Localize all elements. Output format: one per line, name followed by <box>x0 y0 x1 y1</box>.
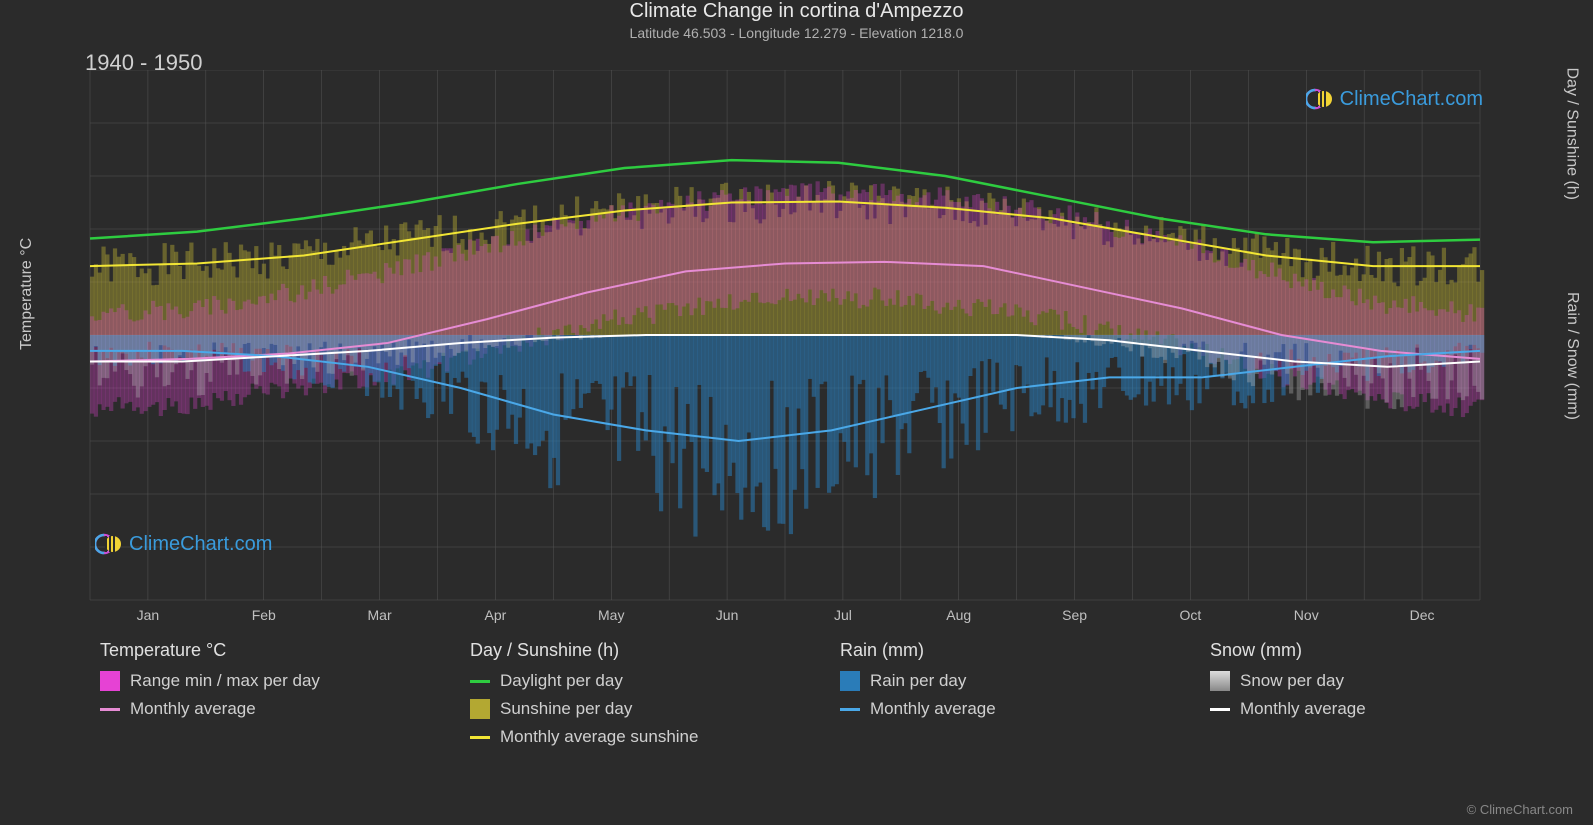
copyright: © ClimeChart.com <box>1467 802 1573 817</box>
legend-label: Daylight per day <box>500 671 623 691</box>
legend-item: Monthly average <box>840 699 1150 719</box>
legend-item: Range min / max per day <box>100 671 410 691</box>
svg-text:Jan: Jan <box>137 607 160 623</box>
legend-item: Monthly average sunshine <box>470 727 780 747</box>
svg-text:Jul: Jul <box>834 607 852 623</box>
legend-label: Range min / max per day <box>130 671 320 691</box>
chart-subtitle: Latitude 46.503 - Longitude 12.279 - Ele… <box>0 25 1593 41</box>
svg-text:Mar: Mar <box>368 607 392 623</box>
legend-col-day: Day / Sunshine (h) Daylight per day Suns… <box>470 640 780 755</box>
plot-area: -50-40-30-20-100102030405006121824102030… <box>80 70 1490 628</box>
chart-svg: -50-40-30-20-100102030405006121824102030… <box>80 70 1490 628</box>
swatch-icon <box>840 671 860 691</box>
legend-label: Rain per day <box>870 671 966 691</box>
swatch-line-icon <box>470 680 490 683</box>
svg-text:Apr: Apr <box>485 607 507 623</box>
swatch-line-icon <box>1210 708 1230 711</box>
y-right-bottom-axis-label: Rain / Snow (mm) <box>1563 292 1581 420</box>
climechart-logo-icon <box>1306 85 1334 113</box>
svg-text:Sep: Sep <box>1062 607 1087 623</box>
legend-label: Monthly average sunshine <box>500 727 698 747</box>
svg-text:Dec: Dec <box>1410 607 1435 623</box>
watermark-bottom: ClimeChart.com <box>95 530 272 558</box>
svg-text:May: May <box>598 607 624 623</box>
svg-text:Aug: Aug <box>946 607 971 623</box>
svg-text:Oct: Oct <box>1180 607 1202 623</box>
legend-item: Snow per day <box>1210 671 1520 691</box>
legend: Temperature °C Range min / max per day M… <box>100 640 1520 755</box>
swatch-line-icon <box>100 708 120 711</box>
legend-label: Snow per day <box>1240 671 1344 691</box>
watermark-text: ClimeChart.com <box>1340 88 1483 111</box>
legend-item: Monthly average <box>100 699 410 719</box>
legend-label: Sunshine per day <box>500 699 632 719</box>
y-left-axis-label: Temperature °C <box>18 238 36 350</box>
legend-title: Rain (mm) <box>840 640 1150 661</box>
legend-title: Temperature °C <box>100 640 410 661</box>
legend-item: Sunshine per day <box>470 699 780 719</box>
svg-text:Nov: Nov <box>1294 607 1319 623</box>
swatch-line-icon <box>840 708 860 711</box>
y-right-top-axis-label: Day / Sunshine (h) <box>1563 67 1581 200</box>
chart-title: Climate Change in cortina d'Ampezzo <box>0 0 1593 23</box>
climechart-logo-icon <box>95 530 123 558</box>
legend-label: Monthly average <box>870 699 996 719</box>
legend-item: Daylight per day <box>470 671 780 691</box>
watermark-top: ClimeChart.com <box>1306 85 1483 113</box>
watermark-text: ClimeChart.com <box>129 533 272 556</box>
swatch-icon <box>1210 671 1230 691</box>
svg-text:Feb: Feb <box>252 607 276 623</box>
swatch-icon <box>470 699 490 719</box>
svg-text:Jun: Jun <box>716 607 739 623</box>
swatch-line-icon <box>470 736 490 739</box>
swatch-icon <box>100 671 120 691</box>
legend-item: Monthly average <box>1210 699 1520 719</box>
legend-title: Snow (mm) <box>1210 640 1520 661</box>
legend-title: Day / Sunshine (h) <box>470 640 780 661</box>
legend-col-rain: Rain (mm) Rain per day Monthly average <box>840 640 1150 755</box>
legend-label: Monthly average <box>130 699 256 719</box>
legend-label: Monthly average <box>1240 699 1366 719</box>
legend-item: Rain per day <box>840 671 1150 691</box>
legend-col-snow: Snow (mm) Snow per day Monthly average <box>1210 640 1520 755</box>
legend-col-temp: Temperature °C Range min / max per day M… <box>100 640 410 755</box>
